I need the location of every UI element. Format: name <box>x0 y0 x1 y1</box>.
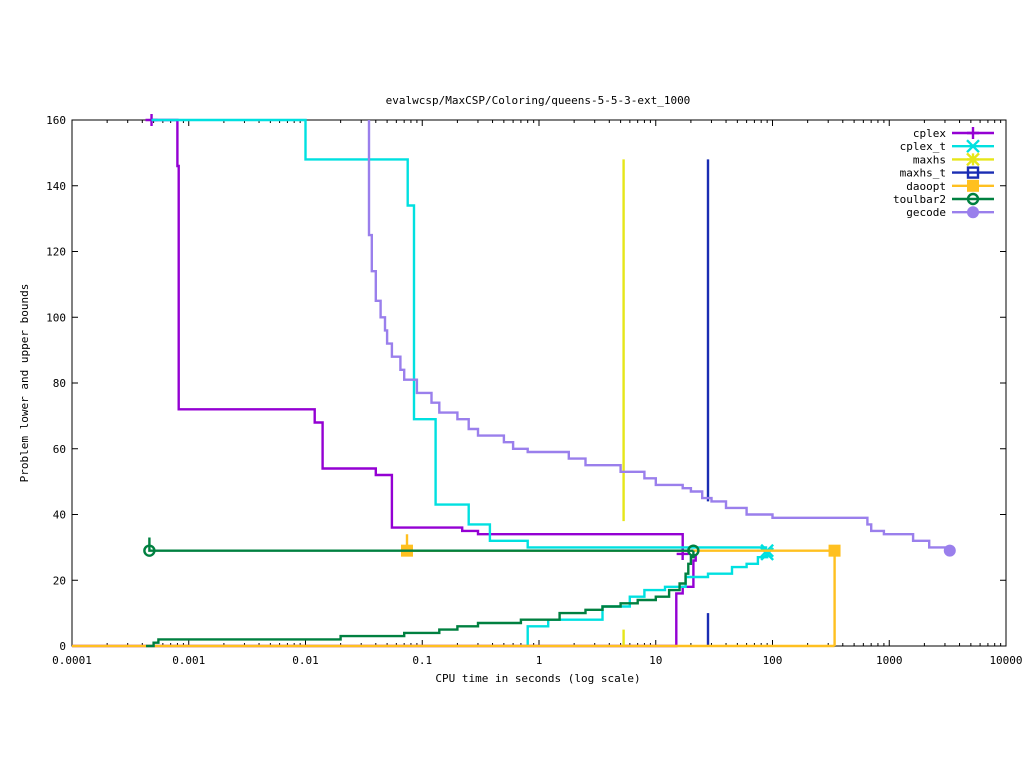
x-tick-label: 10 <box>649 654 662 667</box>
plot-area <box>71 119 1007 647</box>
y-axis-label: Problem lower and upper bounds <box>18 284 31 483</box>
x-axis: 0.0001 0.001 0.01 0.1 1 10 100 1000 10000 <box>52 120 1023 667</box>
x-tick-label: 0.001 <box>172 654 205 667</box>
y-tick-label: 80 <box>53 377 66 390</box>
x-tick-label: 1000 <box>876 654 903 667</box>
x-tick-label: 0.1 <box>412 654 432 667</box>
legend-label-toulbar2: toulbar2 <box>893 193 946 206</box>
legend-marker-toulbar2 <box>966 192 980 206</box>
y-tick-label: 40 <box>53 509 66 522</box>
series-cplex-t-upper-line <box>151 118 768 549</box>
legend-marker-cplex-t <box>966 139 980 154</box>
legend: cplexcplex_tmaxhsmaxhs_tdaoopttoulbar2ge… <box>893 127 994 219</box>
series-gecode-marker <box>943 544 956 557</box>
legend-marker-gecode <box>967 206 979 219</box>
y-tick-label: 60 <box>53 443 66 456</box>
y-tick-label: 160 <box>46 114 66 127</box>
series-layer <box>72 114 956 648</box>
y-tick-label: 20 <box>53 574 66 587</box>
legend-marker-cplex <box>967 127 979 139</box>
legend-label-cplex-t: cplex_t <box>900 140 946 153</box>
series-toulbar2-lower-line <box>146 550 695 648</box>
legend-label-gecode: gecode <box>906 206 946 219</box>
series-daoopt-marker <box>828 544 841 557</box>
y-tick-label: 120 <box>46 246 66 259</box>
legend-marker-daoopt <box>967 179 979 192</box>
x-tick-label: 100 <box>763 654 783 667</box>
y-tick-label: 100 <box>46 311 66 324</box>
series-gecode <box>367 120 956 557</box>
x-axis-label: CPU time in seconds (log scale) <box>435 672 640 685</box>
legend-marker-maxhs <box>966 152 980 167</box>
series-cplex <box>72 114 697 648</box>
y-axis: 0 20 40 60 80 100 120 140 160 <box>46 114 1006 653</box>
chart-title: evalwcsp/MaxCSP/Coloring/queens-5-5-3-ex… <box>386 94 691 107</box>
series-cplex-upper-line <box>151 118 684 554</box>
x-tick-label: 10000 <box>989 654 1022 667</box>
legend-label-maxhs: maxhs <box>913 153 946 166</box>
series-gecode-upper-line <box>367 120 951 551</box>
legend-label-daoopt: daoopt <box>906 180 946 193</box>
plot-frame <box>71 119 1007 647</box>
series-toulbar2 <box>143 537 700 648</box>
series-cplex-t <box>151 118 775 646</box>
x-tick-label: 0.01 <box>292 654 319 667</box>
series-cplex-lower-line <box>72 554 697 648</box>
series-cplex-t-lower-line <box>526 550 769 646</box>
x-tick-label: 0.0001 <box>52 654 92 667</box>
legend-label-maxhs-t: maxhs_t <box>900 167 946 180</box>
x-tick-label: 1 <box>536 654 543 667</box>
legend-label-cplex: cplex <box>913 127 946 140</box>
y-tick-label: 0 <box>59 640 66 653</box>
legend-marker-maxhs-t <box>966 166 980 179</box>
series-toulbar2-marker <box>143 544 156 557</box>
series-toulbar2-upper-line <box>148 537 694 552</box>
y-tick-label: 140 <box>46 180 66 193</box>
series-toulbar2-marker <box>687 544 700 557</box>
